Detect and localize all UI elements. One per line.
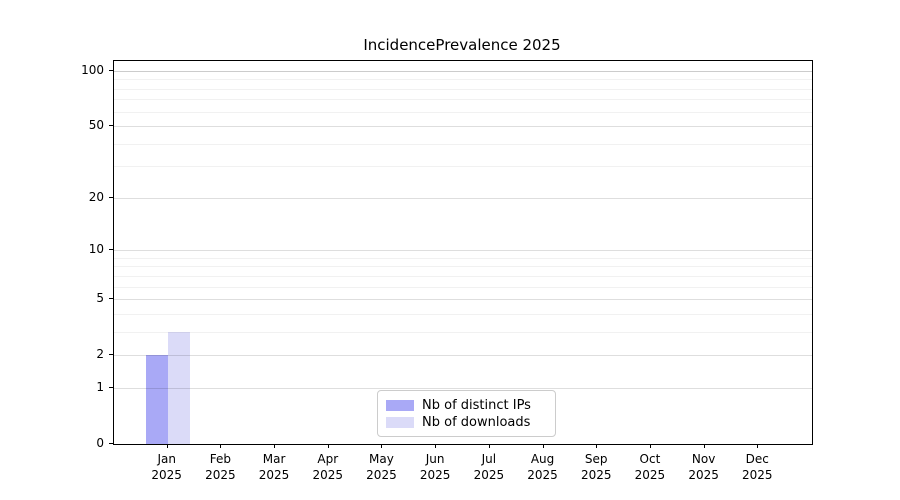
y-tick-label-10: 10 (88, 242, 104, 257)
x-tick-mark-dec (757, 444, 758, 448)
x-tick-month-jun: Jun (425, 452, 445, 466)
x-tick-mark-may (381, 444, 382, 448)
gridline-y-3 (114, 332, 812, 333)
gridline-y-100 (114, 71, 812, 72)
x-tick-mark-feb (220, 444, 221, 448)
y-tick-mark-10 (109, 249, 113, 250)
x-tick-label-may: May 2025 (349, 451, 413, 483)
x-tick-year-oct: 2025 (634, 468, 666, 482)
gridline-y-9 (114, 258, 812, 259)
y-tick-mark-1 (109, 387, 113, 388)
x-tick-mark-nov (704, 444, 705, 448)
gridline-y-70 (114, 99, 812, 100)
y-tick-mark-2 (109, 354, 113, 355)
gridline-y-60 (114, 112, 812, 113)
x-tick-year-feb: 2025 (205, 468, 236, 482)
x-tick-month-aug: Aug (530, 452, 555, 466)
x-tick-month-apr: Apr (317, 452, 339, 466)
x-tick-label-sep: Sep 2025 (564, 451, 628, 483)
gridline-y-90 (114, 79, 812, 80)
x-tick-month-sep: Sep (584, 452, 608, 466)
gridline-y-80 (114, 89, 812, 90)
legend-label-distinct-ips: Nb of distinct IPs (422, 397, 531, 413)
x-tick-label-dec: Dec 2025 (725, 451, 789, 483)
y-tick-label-50: 50 (88, 118, 104, 133)
x-tick-year-aug: 2025 (527, 468, 558, 482)
x-tick-label-apr: Apr 2025 (296, 451, 360, 483)
gridline-y-2 (114, 355, 812, 356)
x-tick-mark-jul (489, 444, 490, 448)
x-tick-label-feb: Feb 2025 (188, 451, 252, 483)
y-tick-label-2: 2 (96, 347, 104, 362)
x-tick-year-nov: 2025 (688, 468, 719, 482)
x-tick-month-jan: Jan (157, 452, 176, 466)
gridline-y-20 (114, 198, 812, 199)
x-tick-month-oct: Oct (639, 452, 661, 466)
x-tick-month-feb: Feb (209, 452, 231, 466)
y-tick-label-100: 100 (81, 63, 104, 77)
gridline-y-50 (114, 126, 812, 127)
x-tick-year-may: 2025 (366, 468, 397, 482)
legend-swatch-downloads (386, 416, 414, 428)
x-tick-label-nov: Nov 2025 (672, 451, 736, 483)
x-tick-mark-oct (650, 444, 651, 448)
gridline-y-40 (114, 144, 812, 145)
x-tick-year-jun: 2025 (419, 468, 451, 482)
x-tick-year-apr: 2025 (312, 468, 344, 482)
x-tick-label-jan: Jan 2025 (135, 451, 199, 483)
x-tick-mark-jan (167, 444, 168, 448)
x-tick-month-may: May (369, 452, 394, 466)
bars-layer (114, 61, 812, 444)
x-tick-mark-apr (328, 444, 329, 448)
y-tick-label-20: 20 (88, 189, 104, 204)
legend-item-downloads: Nb of downloads (386, 414, 545, 430)
x-tick-label-mar: Mar 2025 (242, 451, 306, 483)
x-tick-label-jun: Jun 2025 (403, 451, 467, 483)
gridline-y-8 (114, 266, 812, 267)
x-tick-month-jul: Jul (481, 452, 497, 466)
y-tick-mark-100 (109, 70, 113, 71)
y-tick-mark-0 (109, 443, 113, 444)
gridline-y-6 (114, 287, 812, 288)
x-tick-mark-mar (274, 444, 275, 448)
x-tick-label-jul: Jul 2025 (457, 451, 521, 483)
x-tick-mark-jun (435, 444, 436, 448)
chart-title: IncidencePrevalence 2025 (363, 36, 561, 54)
y-tick-mark-20 (109, 197, 113, 198)
x-tick-label-aug: Aug 2025 (511, 451, 575, 483)
x-tick-mark-sep (596, 444, 597, 448)
bar-nb-of-downloads-jan (167, 331, 190, 444)
legend-item-distinct-ips: Nb of distinct IPs (386, 397, 545, 413)
x-tick-month-nov: Nov (691, 452, 716, 466)
gridline-y-10 (114, 250, 812, 251)
legend: Nb of distinct IPs Nb of downloads (377, 390, 556, 437)
gridline-y-1 (114, 388, 812, 389)
plot-area (113, 60, 813, 445)
x-tick-year-mar: 2025 (258, 468, 290, 482)
gridline-y-30 (114, 166, 812, 167)
x-tick-label-oct: Oct 2025 (618, 451, 682, 483)
y-tick-label-1: 1 (96, 379, 104, 394)
y-tick-label-0: 0 (96, 436, 104, 450)
gridlines-layer (114, 61, 812, 444)
gridline-y-7 (114, 276, 812, 277)
x-tick-month-mar: Mar (262, 452, 286, 466)
x-tick-year-jan: 2025 (151, 468, 182, 482)
y-tick-mark-50 (109, 125, 113, 126)
x-tick-year-jul: 2025 (473, 468, 505, 482)
bar-nb-of-distinct-ips-jan (145, 355, 168, 444)
legend-label-downloads: Nb of downloads (422, 414, 531, 430)
gridline-y-5 (114, 299, 812, 300)
x-tick-mark-aug (543, 444, 544, 448)
x-tick-month-dec: Dec (745, 452, 769, 466)
legend-swatch-distinct-ips (386, 399, 414, 411)
y-tick-label-5: 5 (96, 291, 104, 306)
x-tick-year-dec: 2025 (742, 468, 773, 482)
gridline-y-4 (114, 314, 812, 315)
y-tick-mark-5 (109, 298, 113, 299)
x-tick-year-sep: 2025 (580, 468, 612, 482)
